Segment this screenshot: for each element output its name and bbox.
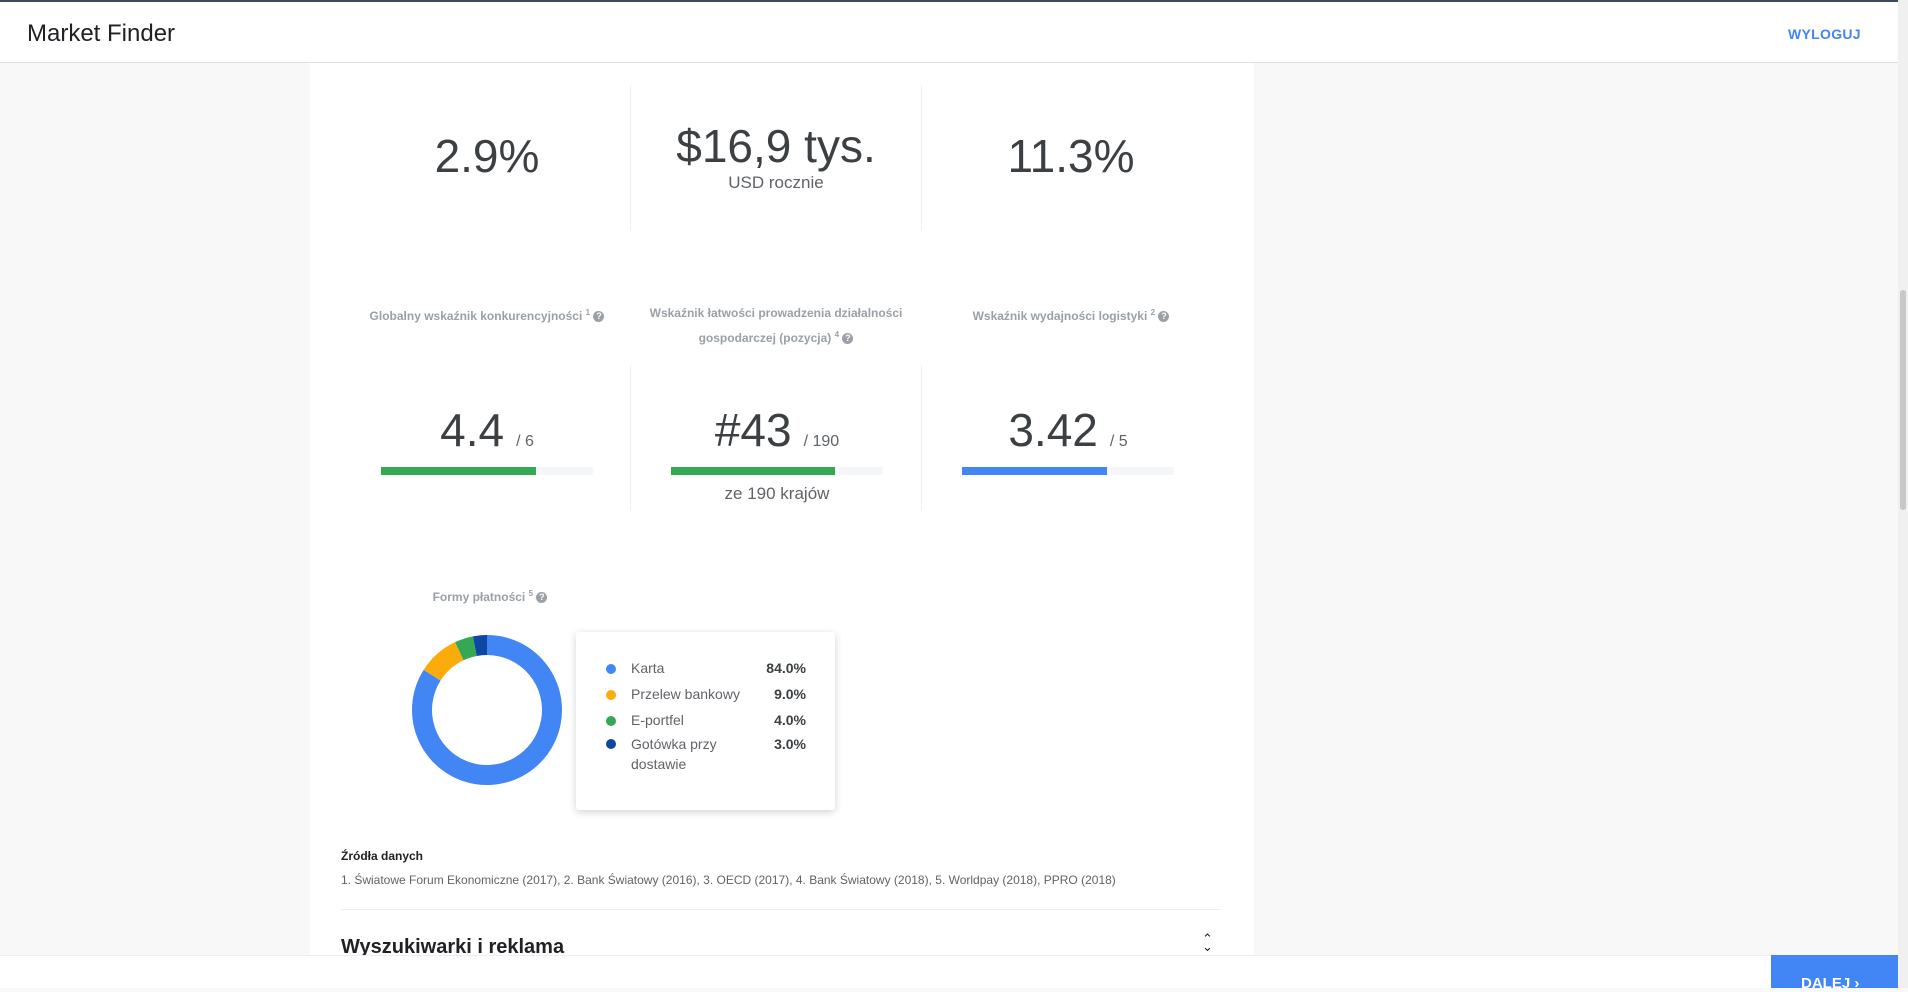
stat-2: $16,9 tys. USD rocznie [626,119,926,193]
footnote: 2 [1150,308,1156,317]
chart-legend: Karta 84.0% Przelew bankowy 9.0% E-portfel… [576,632,835,810]
help-icon[interactable]: ? [842,333,854,345]
legend-value: 3.0% [774,736,806,752]
indicator-value: 3.42 / 5 [962,403,1174,457]
progress-fill [962,467,1107,475]
label-text: Wskaźnik wydajności logistyki [972,309,1148,323]
divider [630,365,631,510]
max: / 190 [803,433,840,450]
donut-slice [455,636,477,661]
legend-value: 9.0% [774,686,806,702]
divider [630,85,631,230]
payment-donut-chart [412,635,562,785]
market-card: 2.9% $16,9 tys. USD rocznie 11.3% Global… [310,63,1254,963]
next-button[interactable]: DALEJ › [1771,955,1903,992]
stat-sub: USD rocznie [728,173,824,192]
donut-slice [472,635,487,656]
divider [921,365,922,510]
app-header: Market Finder WYLOGUJ [0,2,1898,63]
progress-fill [381,467,537,475]
value: #43 [714,404,792,456]
footer-bar [0,955,1898,988]
indicator-value: #43 / 190 [671,403,883,457]
legend-dot [606,664,616,674]
max: / 6 [516,433,534,450]
stat-value: 11.3% [1007,130,1135,182]
legend-dot [606,690,616,700]
label-text: Globalny wskaźnik konkurencyjności [369,309,583,323]
progress-bar [962,467,1174,475]
indicator-label: Wskaźnik łatwości prowadzenia działalnoś… [646,302,906,349]
stat-1: 2.9% [337,129,637,183]
legend-dot [606,739,616,749]
footnote: 1 [585,308,591,317]
rank-sub: ze 190 krajów [724,484,830,503]
window-top-border [0,0,1908,2]
indicator-label: Globalny wskaźnik konkurencyjności 1 ? [337,302,637,327]
legend-label: E-portfel [631,712,684,728]
value: 3.42 [1008,404,1098,456]
sources-title: Źródła danych [341,849,424,863]
chart-title: Formy płatności 5 ? [390,583,590,608]
expand-collapse-icon[interactable]: ⌃ ⌄ [1202,931,1213,954]
progress-fill [671,467,836,475]
chevron-right-icon: › [1854,975,1860,992]
indicator-label: Wskaźnik wydajności logistyki 2 ? [921,302,1221,327]
scrollbar-thumb[interactable] [1900,290,1906,510]
help-icon[interactable]: ? [536,592,548,604]
stat-value: $16,9 tys. [676,120,876,172]
progress-bar [671,467,883,475]
help-icon[interactable]: ? [1158,311,1170,323]
next-label: DALEJ [1801,975,1851,992]
divider [341,909,1221,910]
legend-label: Gotówka przy dostawie [631,736,717,772]
legend-value: 84.0% [766,660,806,676]
logout-button[interactable]: WYLOGUJ [1788,26,1861,42]
stat-value: 2.9% [434,130,540,182]
section-title[interactable]: Wyszukiwarki i reklama [341,936,565,958]
app-title: Market Finder [27,20,176,47]
legend-value: 4.0% [774,712,806,728]
legend-label: Karta [631,660,665,676]
legend-dot [606,716,616,726]
indicator-value: 4.4 / 6 [381,403,593,457]
footnote: 5 [528,589,534,598]
help-icon[interactable]: ? [593,311,605,323]
donut-slice [423,642,464,681]
progress-bar [381,467,593,475]
label-text: Wskaźnik łatwości prowadzenia działalnoś… [649,306,903,345]
chart-title-text: Formy płatności [432,590,526,604]
sources-text: 1. Światowe Forum Ekonomiczne (2017), 2.… [341,873,1116,887]
max: / 5 [1109,433,1128,450]
value: 4.4 [440,404,505,456]
stat-3: 11.3% [921,129,1221,183]
legend-label: Przelew bankowy [631,686,740,702]
footnote: 4 [834,330,840,339]
divider [921,85,922,230]
